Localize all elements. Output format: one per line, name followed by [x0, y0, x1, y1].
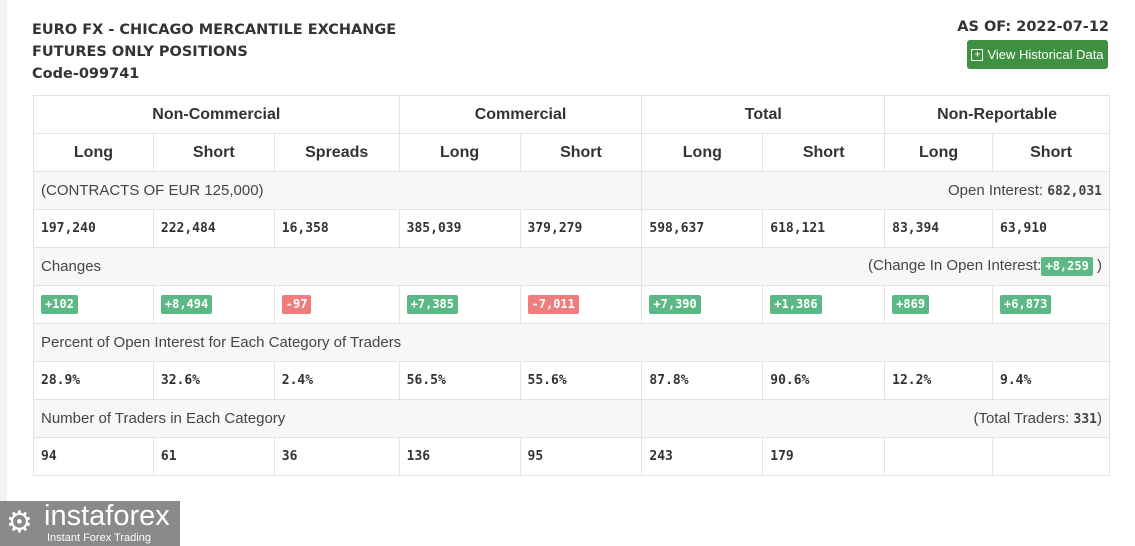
position-cell: 222,484	[152, 209, 275, 248]
percent-cell: 87.8%	[641, 361, 764, 400]
percent-cell: 2.4%	[273, 361, 400, 400]
change-cell: +102	[33, 285, 154, 324]
position-cell: 83,394	[884, 209, 994, 248]
contracts-row: (CONTRACTS OF EUR 125,000) Open Interest…	[32, 171, 1110, 210]
change-badge: +7,385	[406, 295, 458, 314]
positions-row: 197,240 222,484 16,358 385,039 379,279 598,63…	[33, 209, 1110, 248]
position-cell: 598,637	[641, 209, 764, 248]
changes-row: +102 +8,494 -97 +7,385 -7,011 +7,390 +1,386 +86…	[33, 285, 1110, 324]
column-header-row: Long Short Spreads Long Short Long Short Long Sh…	[33, 133, 1110, 172]
column-header: Long	[884, 133, 994, 172]
group-header-row: Non-Commercial Commercial Total Non-Repo…	[33, 95, 1110, 134]
open-interest-value: 682,031	[1047, 184, 1102, 199]
change-badge: +6,873	[1000, 295, 1052, 314]
change-open-interest: (Change In Open Interest: +8,259 )	[641, 247, 1110, 286]
change-badge: -7,011	[527, 295, 579, 314]
change-badge: +7,390	[649, 295, 701, 314]
change-oi-close: )	[1097, 257, 1102, 274]
position-cell: 197,240	[33, 209, 154, 248]
change-badge: +1,386	[770, 295, 822, 314]
instaforex-logo: ⚙ instaforex Instant Forex Trading	[0, 501, 180, 546]
traders-cell: 95	[519, 437, 643, 476]
position-cell: 385,039	[398, 209, 521, 248]
traders-label: Number of Traders in Each Category	[32, 399, 643, 438]
column-header: Long	[641, 133, 764, 172]
changes-label: Changes	[32, 247, 643, 286]
open-interest-label: Open Interest:	[947, 182, 1044, 199]
left-border	[0, 0, 7, 546]
traders-cell: 136	[398, 437, 521, 476]
cot-table: Non-Commercial Commercial Total Non-Repo…	[32, 95, 1110, 476]
change-badge: +102	[41, 295, 78, 314]
view-historical-data-button[interactable]: + View Historical Data	[967, 40, 1108, 69]
total-traders-close: )	[1097, 410, 1102, 427]
percent-row: 28.9% 32.6% 2.4% 56.5% 55.6% 87.8% 90.6% 12.2% 9…	[33, 361, 1110, 400]
title-line-2: FUTURES ONLY POSITIONS	[32, 44, 248, 60]
change-oi-badge: +8,259	[1041, 257, 1093, 276]
change-cell: +869	[884, 285, 994, 324]
column-header: Short	[152, 133, 275, 172]
change-oi-label: (Change In Open Interest:	[868, 257, 1042, 274]
position-cell: 379,279	[519, 209, 643, 248]
percent-label-row: Percent of Open Interest for Each Catego…	[33, 323, 1110, 362]
column-header: Spreads	[273, 133, 400, 172]
percent-cell: 56.5%	[398, 361, 521, 400]
change-cell: +1,386	[762, 285, 886, 324]
total-traders-label: (Total Traders:	[973, 410, 1070, 427]
logo-name: instaforex	[44, 501, 170, 532]
change-badge: +869	[892, 295, 930, 314]
total-traders: (Total Traders: 331)	[641, 399, 1110, 438]
traders-cell	[884, 437, 994, 476]
column-header: Short	[762, 133, 886, 172]
group-non-commercial: Non-Commercial	[33, 95, 400, 134]
traders-cell: 243	[641, 437, 764, 476]
button-label: View Historical Data	[987, 46, 1104, 62]
as-of-date: AS OF: 2022-07-12	[957, 19, 1109, 35]
percent-cell: 32.6%	[152, 361, 275, 400]
column-header: Long	[398, 133, 521, 172]
change-cell: +6,873	[992, 285, 1110, 324]
traders-row: 94 61 36 136 95 243 179	[33, 437, 1110, 476]
calendar-plus-icon: +	[971, 48, 984, 61]
position-cell: 618,121	[762, 209, 886, 248]
percent-cell: 28.9%	[33, 361, 154, 400]
percent-label: Percent of Open Interest for Each Catego…	[33, 323, 1110, 362]
title-line-1: EURO FX - CHICAGO MERCANTILE EXCHANGE	[32, 22, 397, 38]
report-code: Code-099741	[32, 66, 140, 82]
open-interest: Open Interest: 682,031	[641, 171, 1110, 210]
traders-cell: 36	[273, 437, 400, 476]
total-traders-value: 331	[1073, 412, 1097, 427]
percent-cell: 90.6%	[762, 361, 886, 400]
change-cell: -7,011	[519, 285, 643, 324]
group-commercial: Commercial	[398, 95, 643, 134]
logo-tagline: Instant Forex Trading	[47, 532, 151, 544]
contracts-label: (CONTRACTS OF EUR 125,000)	[32, 171, 643, 210]
column-header: Short	[519, 133, 643, 172]
percent-cell: 12.2%	[884, 361, 994, 400]
change-cell: +7,390	[641, 285, 764, 324]
gear-logo-icon: ⚙	[6, 506, 33, 539]
traders-cell: 179	[762, 437, 886, 476]
traders-cell: 94	[33, 437, 154, 476]
traders-cell: 61	[152, 437, 275, 476]
group-total: Total	[641, 95, 886, 134]
changes-label-row: Changes (Change In Open Interest: +8,259 …	[32, 247, 1110, 286]
traders-label-row: Number of Traders in Each Category (Tota…	[32, 399, 1110, 438]
column-header: Long	[33, 133, 154, 172]
change-cell: +7,385	[398, 285, 521, 324]
report-title: EURO FX - CHICAGO MERCANTILE EXCHANGE FU…	[32, 19, 396, 85]
traders-cell	[992, 437, 1110, 476]
percent-cell: 9.4%	[992, 361, 1110, 400]
position-cell: 16,358	[273, 209, 400, 248]
change-cell: -97	[273, 285, 400, 324]
change-cell: +8,494	[152, 285, 275, 324]
change-badge: -97	[281, 295, 312, 314]
percent-cell: 55.6%	[519, 361, 643, 400]
position-cell: 63,910	[992, 209, 1110, 248]
column-header: Short	[992, 133, 1110, 172]
change-badge: +8,494	[160, 295, 213, 314]
group-non-reportable: Non-Reportable	[884, 95, 1110, 134]
